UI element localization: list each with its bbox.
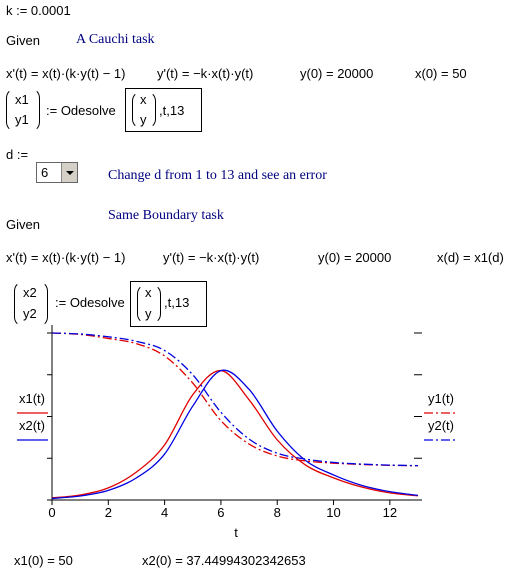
equation: y'(t) = −k·x(t)·y(t) bbox=[157, 66, 254, 81]
matrix-item: x1 bbox=[15, 92, 29, 107]
matrix-item: x2 bbox=[23, 285, 37, 300]
comment: A Cauchi task bbox=[76, 32, 155, 47]
legend-label: x1(t) bbox=[19, 391, 45, 406]
legend-label: y2(t) bbox=[428, 418, 454, 433]
equation: y(0) = 20000 bbox=[300, 66, 374, 81]
dropdown[interactable]: 6 bbox=[36, 162, 78, 183]
equation: x(d) = x1(d) bbox=[437, 250, 504, 265]
equation: x'(t) = x(t)·(k·y(t) − 1) bbox=[6, 250, 126, 265]
matrix-item: y2 bbox=[23, 306, 37, 321]
operator: := Odesolve bbox=[55, 295, 125, 310]
given: Given bbox=[6, 217, 40, 232]
comment: Same Boundary task bbox=[108, 208, 224, 223]
x-tick-label: 10 bbox=[326, 505, 340, 520]
matrix-item: y1 bbox=[15, 112, 29, 127]
series-line bbox=[51, 332, 419, 467]
series-line bbox=[51, 369, 419, 500]
given: Given bbox=[6, 33, 40, 48]
legend-label: y1(t) bbox=[428, 391, 454, 406]
operator: := Odesolve bbox=[46, 103, 116, 118]
x-tick-label: 8 bbox=[274, 505, 281, 520]
paren bbox=[137, 284, 161, 324]
x-tick-label: 6 bbox=[217, 505, 224, 520]
legend-label: x2(t) bbox=[19, 418, 45, 433]
paren bbox=[132, 91, 156, 129]
x-tick-label: 2 bbox=[105, 505, 112, 520]
matrix-item: x bbox=[145, 285, 152, 300]
paren bbox=[14, 281, 48, 327]
matrix-item: x bbox=[140, 92, 147, 107]
series-line bbox=[51, 369, 419, 499]
dropdown-value: 6 bbox=[41, 165, 49, 180]
result: x1(0) = 50 bbox=[14, 553, 73, 568]
equation: y'(t) = −k·x(t)·y(t) bbox=[163, 250, 260, 265]
bracket bbox=[125, 88, 198, 132]
definition: k := 0.0001 bbox=[6, 3, 71, 18]
result: x2(0) = 37.44994302342653 bbox=[142, 553, 306, 568]
x-axis-label: t bbox=[234, 525, 238, 540]
definition: d := bbox=[6, 147, 29, 162]
x-tick-label: 12 bbox=[383, 505, 397, 520]
dropdown-arrow[interactable] bbox=[61, 163, 77, 182]
x-tick-label: 4 bbox=[161, 505, 168, 520]
args: ,t,13 bbox=[164, 295, 190, 310]
bracket bbox=[130, 281, 203, 327]
paren bbox=[6, 88, 40, 132]
bracket bbox=[197, 88, 202, 132]
comment: Change d from 1 to 13 and see an error bbox=[108, 168, 327, 183]
args: ,t,13 bbox=[159, 103, 185, 118]
x-tick-label: 0 bbox=[48, 505, 55, 520]
equation: y(0) = 20000 bbox=[318, 250, 392, 265]
matrix-item: y bbox=[140, 112, 147, 127]
equation: x'(t) = x(t)·(k·y(t) − 1) bbox=[6, 66, 126, 81]
equation: x(0) = 50 bbox=[415, 66, 467, 81]
bracket bbox=[202, 281, 207, 327]
series-line bbox=[51, 332, 419, 467]
matrix-item: y bbox=[145, 306, 152, 321]
